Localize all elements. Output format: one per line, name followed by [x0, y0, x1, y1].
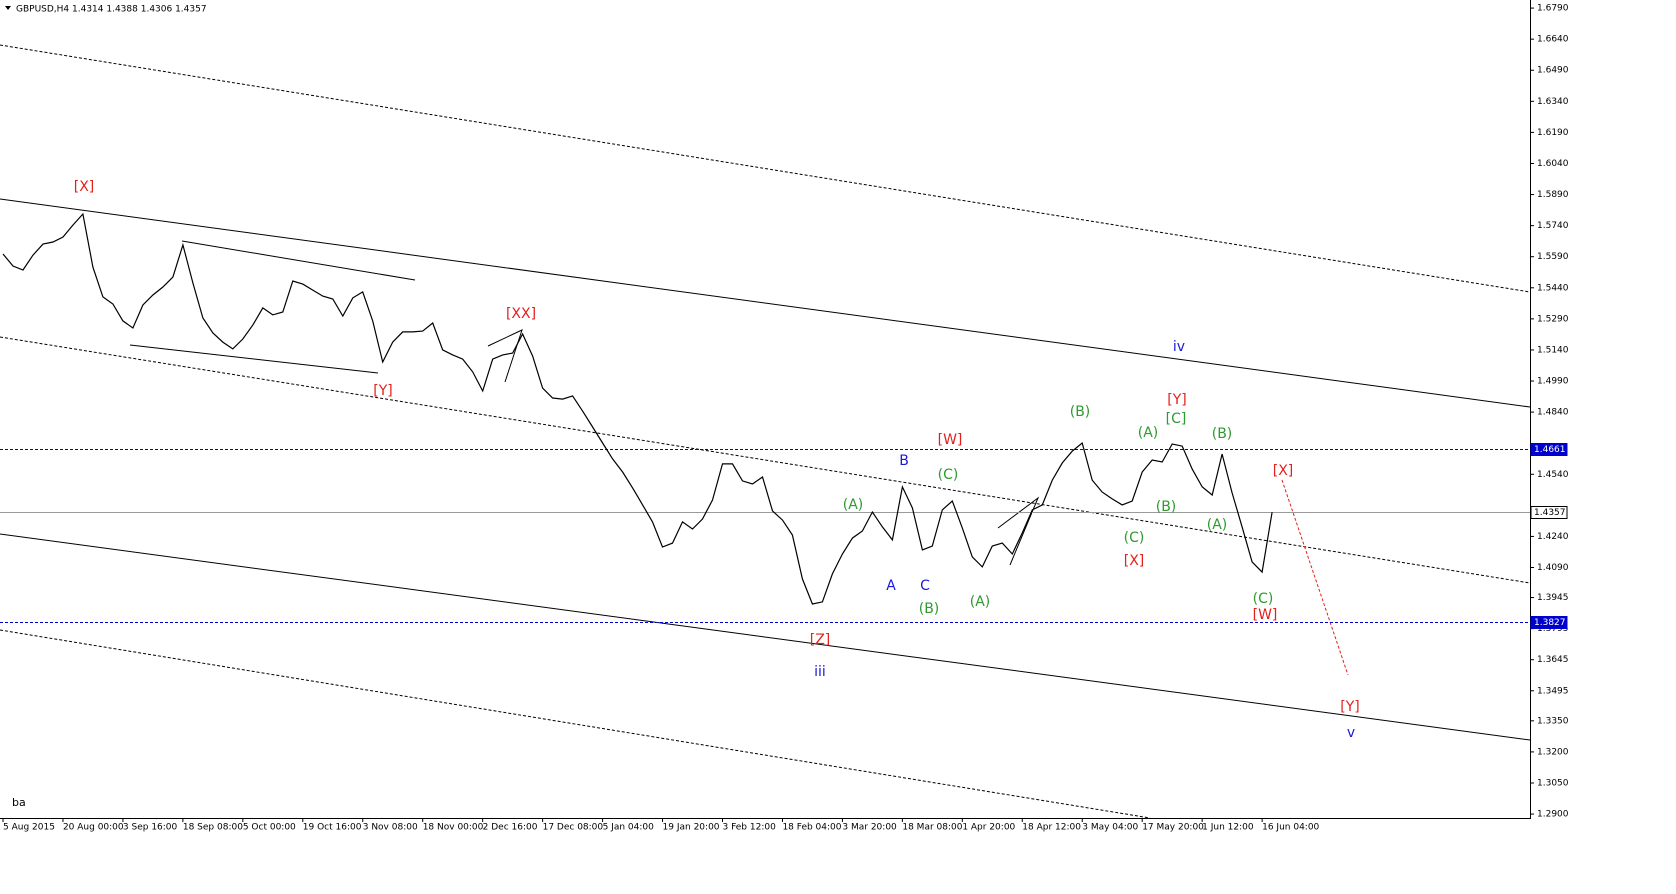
triangle — [997, 496, 1040, 566]
title-arrow — [5, 6, 11, 10]
wave-label: (A) — [843, 497, 864, 513]
x-tick-label: 20 Aug 00:00 — [63, 823, 124, 833]
wave-label: (C) — [938, 467, 959, 483]
x-tick-label: 19 Jan 20:00 — [663, 823, 720, 833]
projection-line — [1281, 479, 1349, 676]
wave-label: [X] — [1124, 553, 1145, 569]
y-tick-label: 1.5590 — [1537, 252, 1569, 262]
y-tick-label: 1.4840 — [1537, 408, 1569, 418]
x-tick-label: 18 Apr 12:00 — [1022, 823, 1081, 833]
wave-label: B — [899, 453, 909, 469]
y-tick-label: 1.2900 — [1537, 810, 1569, 820]
y-tick-label: 1.4540 — [1537, 470, 1569, 480]
channel-line — [0, 198, 1531, 408]
price-label: 1.4357 — [1534, 508, 1566, 518]
y-tick-label: 1.5890 — [1537, 190, 1569, 200]
y-tick-label: 1.6790 — [1537, 4, 1569, 14]
wave-label: [Y] — [373, 383, 392, 399]
y-tick-label: 1.5290 — [1537, 314, 1569, 324]
x-tick-label: 18 Sep 08:00 — [183, 823, 243, 833]
price-label: 1.4661 — [1534, 445, 1566, 455]
wave-label: (B) — [919, 601, 940, 617]
wave-label: [W] — [1253, 607, 1278, 623]
y-tick-label: 1.4240 — [1537, 532, 1569, 542]
wave-label: A — [886, 578, 896, 594]
y-tick-label: 1.3050 — [1537, 778, 1569, 788]
x-tick-label: 1 Apr 20:00 — [962, 823, 1015, 833]
wave-label: (B) — [1070, 404, 1091, 420]
y-tick-label: 1.3200 — [1537, 747, 1569, 757]
y-tick-label: 1.3795 — [1537, 624, 1569, 634]
price-label-box — [1530, 616, 1568, 629]
channel-line — [0, 44, 1531, 293]
wave-label: iv — [1173, 339, 1185, 355]
wave-label: [W] — [938, 432, 963, 448]
wave-label: (A) — [1138, 425, 1159, 441]
channel-line — [0, 629, 1151, 819]
wave-label: [C] — [1166, 411, 1187, 427]
y-tick-label: 1.5440 — [1537, 283, 1569, 293]
x-tick-label: 5 Aug 2015 — [3, 823, 55, 833]
channel-line — [0, 533, 1531, 741]
x-tick-label: 1 Jun 12:00 — [1202, 823, 1254, 833]
y-tick-label: 1.6040 — [1537, 159, 1569, 169]
x-tick-label: 3 Nov 08:00 — [363, 823, 418, 833]
wave-label: (A) — [970, 594, 991, 610]
wave-label: [X] — [74, 179, 95, 195]
y-tick-label: 1.6490 — [1537, 66, 1569, 76]
y-tick-label: 1.6340 — [1537, 97, 1569, 107]
wave-label: [Y] — [1340, 699, 1359, 715]
y-tick-label: 1.4090 — [1537, 563, 1569, 573]
x-tick-label: 17 Dec 08:00 — [543, 823, 604, 833]
x-tick-label: 3 May 04:00 — [1082, 823, 1138, 833]
wave-label: (C) — [1124, 530, 1145, 546]
y-tick-label: 1.6640 — [1537, 35, 1569, 45]
price-label-box — [1530, 506, 1568, 519]
wave-label: iii — [814, 664, 826, 680]
x-tick-label: 3 Mar 20:00 — [842, 823, 897, 833]
wave-label: C — [920, 578, 930, 594]
x-tick-label: 16 Jun 04:00 — [1262, 823, 1319, 833]
trend-line — [181, 240, 416, 281]
wave-label: [XX] — [506, 306, 536, 322]
x-tick-label: 18 Mar 08:00 — [902, 823, 962, 833]
price-label: 1.3827 — [1534, 618, 1566, 628]
x-tick-label: 19 Oct 16:00 — [303, 823, 362, 833]
wave-label: (A) — [1207, 517, 1228, 533]
x-tick-label: 18 Nov 00:00 — [423, 823, 484, 833]
wave-label: [Z] — [810, 632, 831, 648]
price-label-box — [1530, 443, 1568, 456]
x-tick-label: 17 May 20:00 — [1142, 823, 1204, 833]
wave-label: (C) — [1253, 591, 1274, 607]
wave-label: v — [1347, 725, 1355, 741]
triangle — [487, 329, 523, 383]
wave-label: (B) — [1156, 499, 1177, 515]
price-line — [2, 212, 1273, 605]
x-tick-label: 3 Sep 16:00 — [123, 823, 178, 833]
x-tick-label: 3 Feb 12:00 — [722, 823, 776, 833]
x-tick-label: 5 Jan 04:00 — [603, 823, 655, 833]
y-tick-label: 1.3350 — [1537, 716, 1569, 726]
x-tick-label: 2 Dec 16:00 — [483, 823, 538, 833]
y-tick-label: 1.6190 — [1537, 128, 1569, 138]
y-tick-label: 1.5140 — [1537, 345, 1569, 355]
footnote: ba — [12, 796, 26, 809]
y-tick-label: 1.3495 — [1537, 686, 1569, 696]
y-tick-label: 1.3645 — [1537, 655, 1569, 665]
chart-title: GBPUSD,H4 1.4314 1.4388 1.4306 1.4357 — [16, 5, 207, 15]
x-tick-label: 18 Feb 04:00 — [782, 823, 841, 833]
wave-label: (B) — [1212, 426, 1233, 442]
y-tick-label: 1.4990 — [1537, 377, 1569, 387]
y-tick-label: 1.3945 — [1537, 593, 1569, 603]
trend-line — [129, 344, 379, 374]
y-tick-label: 1.5740 — [1537, 221, 1569, 231]
x-tick-label: 5 Oct 00:00 — [243, 823, 296, 833]
channel-line — [0, 336, 1531, 584]
channel-lines — [0, 44, 1531, 819]
wave-label: [Y] — [1167, 392, 1186, 408]
wave-label: [X] — [1273, 463, 1294, 479]
